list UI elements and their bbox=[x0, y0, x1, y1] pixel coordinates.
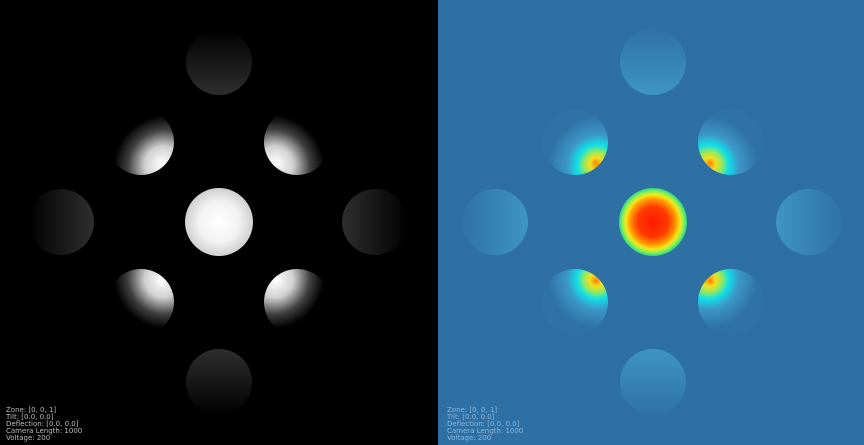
info-line: Zone: [0, 0, 1] bbox=[6, 406, 56, 414]
diffraction-disk bbox=[698, 109, 764, 175]
info-line: Camera Length: 1000 bbox=[6, 427, 82, 435]
diffraction-disk bbox=[462, 189, 528, 255]
central-disk bbox=[185, 188, 253, 256]
diffraction-disk bbox=[620, 29, 686, 95]
info-line: Camera Length: 1000 bbox=[447, 427, 523, 435]
diffraction-disk bbox=[108, 109, 174, 175]
diffraction-disk bbox=[108, 269, 174, 335]
diffraction-disk bbox=[186, 349, 252, 415]
central-disk bbox=[619, 188, 687, 256]
diffraction-disk bbox=[776, 189, 842, 255]
info-line: Tilt: [0.0, 0.0] bbox=[446, 413, 495, 421]
info-text: Zone: [0, 0, 1] Tilt: [0.0, 0.0] Deflect… bbox=[5, 406, 82, 442]
info-line: Voltage: 200 bbox=[6, 434, 50, 442]
diffraction-disk bbox=[264, 269, 330, 335]
info-line: Deflection: [0.0, 0.0] bbox=[447, 420, 520, 428]
diffraction-disk bbox=[620, 349, 686, 415]
diffraction-disk bbox=[698, 269, 764, 335]
info-line: Voltage: 200 bbox=[447, 434, 491, 442]
info-line: Deflection: [0.0, 0.0] bbox=[6, 420, 79, 428]
diffraction-disk bbox=[186, 29, 252, 95]
diffraction-disk bbox=[342, 189, 408, 255]
diffraction-disk bbox=[542, 269, 608, 335]
diffraction-disk bbox=[264, 109, 330, 175]
diffraction-disk bbox=[28, 189, 94, 255]
info-line: Zone: [0, 0, 1] bbox=[447, 406, 497, 414]
info-text: Zone: [0, 0, 1] Tilt: [0.0, 0.0] Deflect… bbox=[446, 406, 523, 442]
info-line: Tilt: [0.0, 0.0] bbox=[5, 413, 54, 421]
diffraction-disk bbox=[542, 109, 608, 175]
